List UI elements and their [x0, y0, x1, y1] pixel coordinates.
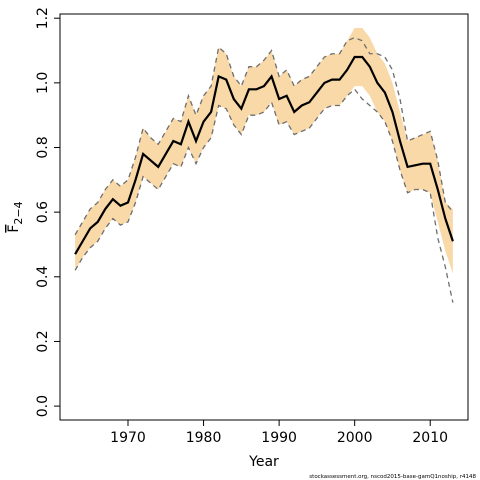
y-axis-label-text: F2−4: [6, 201, 25, 232]
y-label-main: F: [6, 225, 22, 233]
y-tick-label: 1.2: [35, 7, 51, 29]
x-tick-label: 2010: [412, 430, 448, 446]
y-tick-label: 0.8: [35, 136, 51, 158]
dashed-line: [74, 88, 454, 303]
dashed-line: [74, 36, 454, 236]
y-tick-label: 0.2: [35, 330, 51, 352]
x-axis-label: Year: [248, 454, 279, 470]
footer: stockassessment.org, nscod2015-base-gamQ…: [309, 474, 476, 480]
x-tick-label: 2000: [337, 430, 373, 446]
plot-frame: [59, 13, 469, 421]
x-tick-label: 1990: [261, 430, 297, 446]
x-tick-label: 1970: [110, 430, 146, 446]
confidence-band: [75, 27, 453, 274]
y-tick-label: 0.0: [35, 395, 51, 417]
estimate-line: [74, 55, 454, 255]
y-tick-label: 0.4: [35, 266, 51, 288]
x-tick-label: 1980: [186, 430, 222, 446]
y-label-sub: 2−4: [12, 201, 25, 224]
y-tick-label: 0.6: [35, 201, 51, 223]
y-tick-label: 1.0: [35, 72, 51, 94]
y-axis-label: F2−4: [6, 201, 25, 232]
